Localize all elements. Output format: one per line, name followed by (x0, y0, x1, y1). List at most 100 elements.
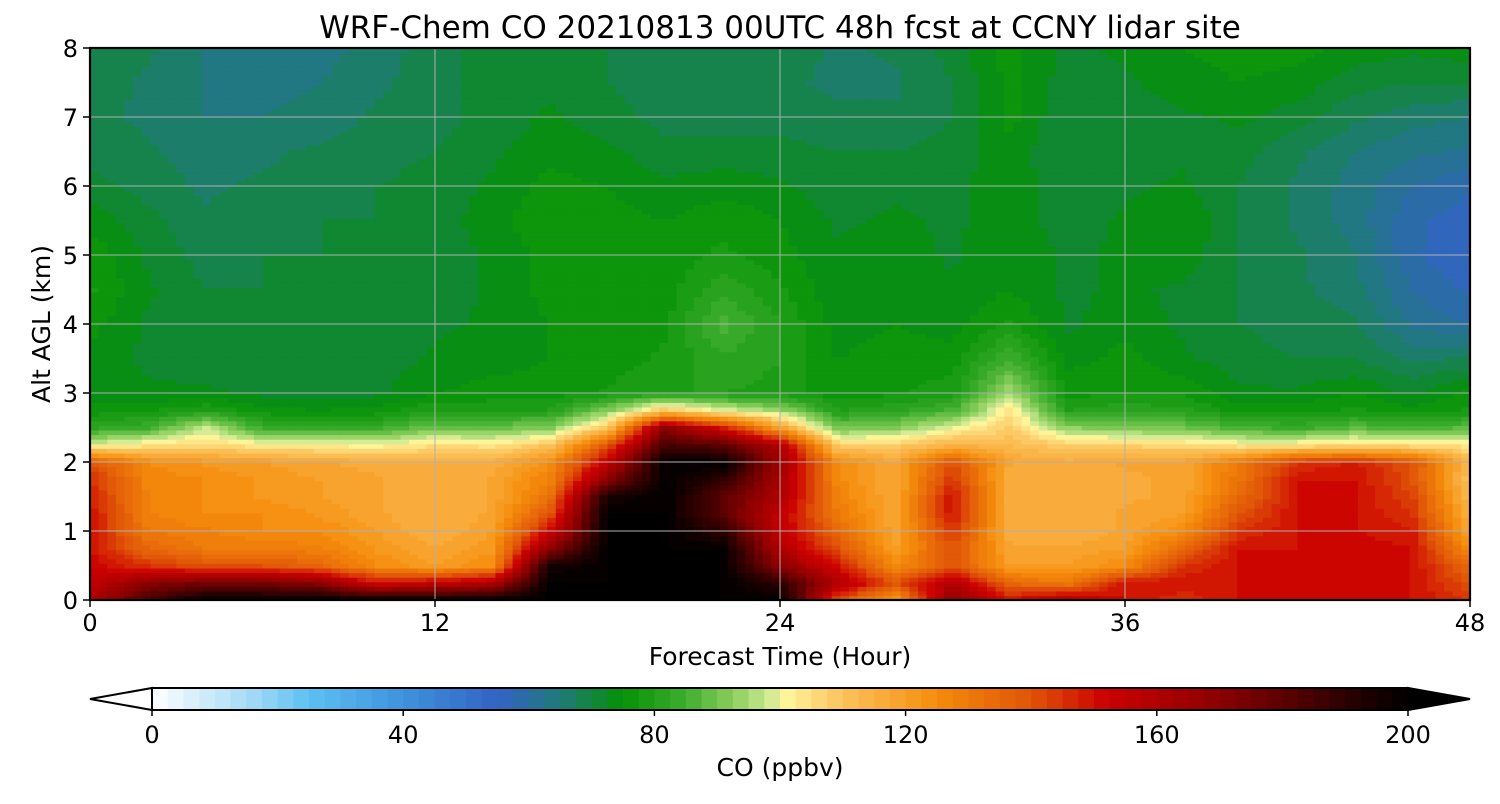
heatmap-cell (1038, 586, 1049, 592)
heatmap-cell (1288, 590, 1299, 597)
heatmap-cell (1461, 581, 1470, 587)
heatmap-cell (417, 494, 428, 500)
heatmap-cell (271, 535, 281, 541)
heatmap-cell (176, 590, 186, 597)
heatmap-cell (529, 558, 540, 564)
heatmap-cell (305, 581, 315, 587)
heatmap-cell (107, 521, 117, 528)
heatmap-cell (961, 498, 971, 505)
heatmap-cell (780, 554, 790, 560)
heatmap-cell (952, 586, 962, 592)
heatmap-cell (521, 572, 531, 578)
heatmap-cell (926, 567, 936, 574)
heatmap-cell (676, 521, 686, 528)
heatmap-cell (624, 581, 635, 587)
heatmap-cell (909, 498, 919, 505)
heatmap-cell (340, 544, 350, 551)
heatmap-cell (1254, 581, 1264, 587)
heatmap-cell (1323, 540, 1333, 546)
heatmap-cell (1202, 475, 1212, 482)
heatmap-cell (1176, 508, 1187, 514)
heatmap-cell (1452, 572, 1463, 578)
heatmap-cell (1409, 531, 1419, 537)
heatmap-cell (1228, 498, 1238, 505)
heatmap-cell (969, 508, 980, 514)
heatmap-cell (633, 498, 643, 505)
heatmap-cell (564, 595, 574, 600)
heatmap-cell (1375, 567, 1385, 574)
heatmap-cell (383, 577, 393, 583)
heatmap-cell (797, 544, 807, 551)
heatmap-cell (995, 544, 1005, 551)
heatmap-cell (1125, 521, 1135, 528)
heatmap-cell (1375, 466, 1385, 472)
heatmap-cell (228, 503, 238, 509)
heatmap-cell (797, 485, 807, 491)
heatmap-cell (98, 480, 108, 486)
heatmap-cell (780, 590, 790, 597)
heatmap-cell (1107, 485, 1118, 491)
heatmap-cell (452, 572, 462, 578)
heatmap-cell (1202, 466, 1212, 472)
heatmap-cell (193, 540, 203, 546)
heatmap-cell (495, 517, 505, 523)
heatmap-cell (1107, 567, 1118, 574)
heatmap-cell (1332, 471, 1342, 477)
heatmap-cell (935, 462, 945, 468)
heatmap-cell (719, 563, 729, 569)
heatmap-cell (245, 544, 255, 551)
heatmap-cell (1107, 462, 1118, 468)
heatmap-cell (357, 517, 367, 523)
heatmap-cell (115, 526, 126, 532)
heatmap-cell (1176, 521, 1187, 528)
heatmap-cell (728, 521, 738, 528)
heatmap-cell (1418, 526, 1428, 532)
heatmap-cell (598, 554, 609, 560)
heatmap-cell (452, 586, 462, 592)
heatmap-cell (1047, 586, 1057, 592)
heatmap-cell (1332, 558, 1342, 564)
heatmap-cell (1202, 480, 1212, 486)
heatmap-cell (1021, 558, 1031, 564)
heatmap-cell (685, 512, 695, 518)
heatmap-cell (831, 512, 842, 518)
heatmap-cell (1012, 462, 1023, 468)
heatmap-cell (167, 494, 177, 500)
heatmap-cell (176, 452, 186, 459)
heatmap-cell (702, 544, 712, 551)
heatmap-cell (909, 517, 919, 523)
heatmap-cell (1461, 498, 1470, 505)
heatmap-cell (288, 494, 298, 500)
heatmap-cell (711, 521, 721, 528)
heatmap-cell (736, 512, 747, 518)
heatmap-cell (409, 480, 419, 486)
heatmap-cell (1349, 549, 1359, 555)
heatmap-cell (219, 586, 229, 592)
heatmap-cell (1116, 581, 1126, 587)
heatmap-cell (987, 494, 997, 500)
heatmap-cell (176, 567, 186, 574)
heatmap-cell (512, 590, 522, 597)
heatmap-cell (1349, 595, 1359, 600)
heatmap-cell (564, 517, 574, 523)
heatmap-cell (1280, 508, 1290, 514)
heatmap-cell (918, 512, 928, 518)
heatmap-cell (150, 549, 160, 555)
heatmap-cell (1452, 494, 1463, 500)
heatmap-cell (1444, 581, 1454, 587)
heatmap-cell (1401, 457, 1411, 463)
heatmap-cell (98, 489, 108, 495)
heatmap-cell (391, 590, 402, 597)
heatmap-cell (1237, 567, 1247, 574)
heatmap-cell (1185, 540, 1195, 546)
heatmap-cell (857, 544, 867, 551)
heatmap-cell (159, 549, 169, 555)
heatmap-cell (952, 581, 962, 587)
heatmap-cell (124, 558, 134, 564)
heatmap-cell (805, 480, 816, 486)
heatmap-cell (771, 586, 781, 592)
heatmap-cell (435, 581, 445, 587)
heatmap-cell (1314, 572, 1325, 578)
heatmap-cell (797, 517, 807, 523)
heatmap-cell (1452, 581, 1463, 587)
